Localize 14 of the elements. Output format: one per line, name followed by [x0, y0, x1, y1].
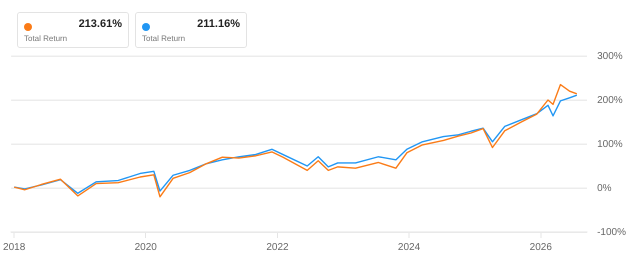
text: 213.61% [78, 18, 122, 30]
text: Total Return [24, 34, 68, 43]
y-tick-label: 300% [597, 50, 623, 62]
y-tick-label: -100% [597, 226, 626, 238]
y-tick-label: 100% [597, 138, 623, 150]
text: Total Return [142, 34, 186, 43]
text: 211.16% [197, 18, 240, 30]
x-tick-label: 2018 [3, 242, 26, 253]
x-tick-label: 2026 [530, 242, 552, 253]
x-tick-label: 2020 [134, 242, 158, 253]
y-tick-label: 200% [597, 94, 623, 106]
x-tick-label: 2022 [266, 242, 290, 253]
y-tick-label: 0% [597, 182, 612, 194]
x-tick-label: 2024 [398, 242, 421, 253]
